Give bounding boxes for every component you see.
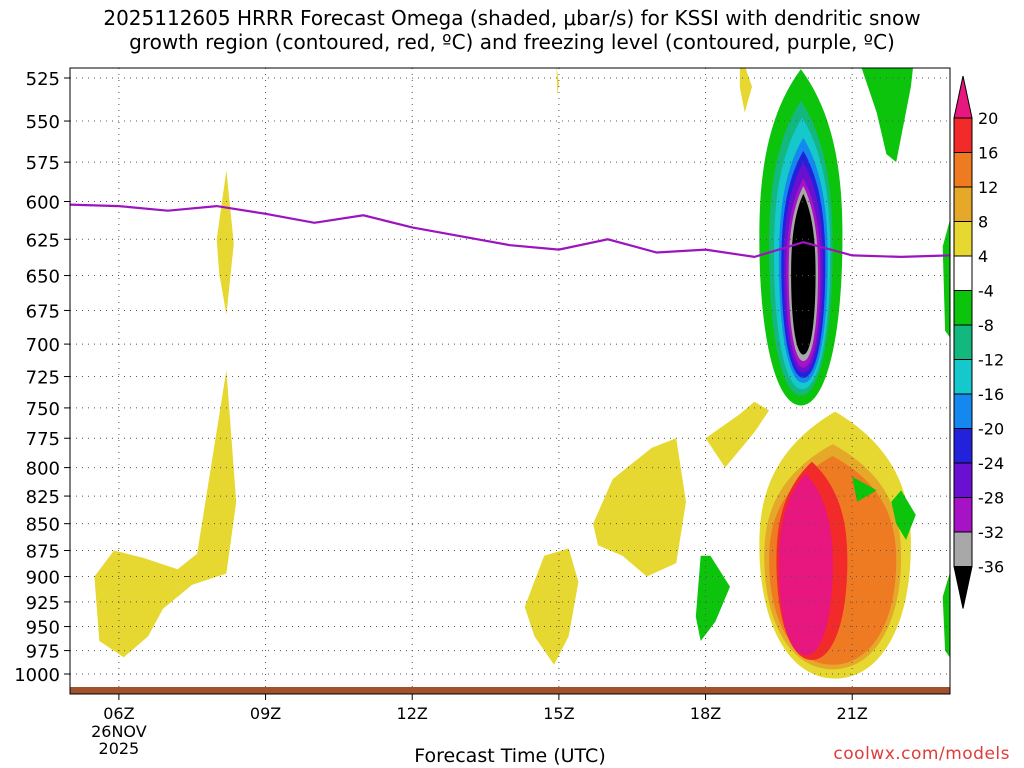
colorbar-label: -24	[978, 454, 1004, 473]
colorbar-swatch	[953, 359, 973, 395]
colorbar-label: 8	[978, 213, 988, 232]
colorbar-swatch	[953, 462, 973, 498]
colorbar-swatch	[953, 186, 973, 222]
upward-motion-core-level	[791, 193, 816, 355]
x-tick-year: 2025	[99, 739, 140, 758]
x-tick-date: 26NOV	[91, 722, 147, 741]
y-tick-label: 600	[26, 193, 60, 214]
colorbar-label: -28	[978, 489, 1004, 508]
omega-blob	[593, 438, 686, 577]
y-tick-label: 575	[26, 153, 60, 174]
y-tick-label: 1000	[14, 665, 60, 686]
omega-blob	[891, 490, 916, 540]
chart-title: 2025112605 HRRR Forecast Omega (shaded, …	[0, 6, 1024, 54]
colorbar-swatch	[953, 255, 973, 291]
y-tick-label: 675	[26, 301, 60, 322]
colorbar-swatch	[953, 290, 973, 326]
colorbar-label: 12	[978, 178, 998, 197]
downward-motion-core-level	[778, 473, 833, 656]
y-tick-label: 750	[26, 399, 60, 420]
omega-blob	[556, 68, 559, 96]
y-tick-label: 700	[26, 335, 60, 356]
y-tick-label: 800	[26, 459, 60, 480]
colorbar-label: -20	[978, 420, 1004, 439]
y-tick-label: 825	[26, 487, 60, 508]
colorbar-swatch	[953, 221, 973, 257]
omega-shading	[94, 68, 950, 679]
y-tick-label: 950	[26, 618, 60, 639]
colorbar-label: -36	[978, 558, 1004, 577]
ground-terrain-strip	[70, 687, 950, 694]
colorbar-label: -16	[978, 385, 1004, 404]
colorbar-label: 4	[978, 247, 988, 266]
y-tick-label: 875	[26, 541, 60, 562]
pressure-axis: 525 550 575 600 625 650 675 700 725 750 775 800 825 8…	[14, 69, 70, 686]
y-tick-label: 925	[26, 593, 60, 614]
omega-colorbar: 20 16 12 8 4 -4 -8 -12 -16 -20 -24 -28 -32 -36	[953, 75, 1004, 609]
x-tick-label: 12Z	[397, 704, 428, 723]
omega-blob	[860, 68, 913, 163]
y-tick-label: 550	[26, 112, 60, 133]
colorbar-swatch	[953, 117, 973, 153]
y-tick-label: 650	[26, 267, 60, 288]
freezing-level-line	[70, 203, 950, 259]
colorbar-label: -32	[978, 523, 1004, 542]
freezing-level-layer	[70, 203, 950, 259]
x-axis-label: Forecast Time (UTC)	[414, 745, 606, 767]
omega-blob	[524, 548, 579, 665]
y-tick-label: 975	[26, 642, 60, 663]
colorbar-swatch	[953, 428, 973, 464]
omega-blob	[705, 401, 770, 468]
omega-blob	[942, 572, 950, 658]
colorbar-label: -8	[978, 316, 994, 335]
omega-blob	[852, 476, 877, 502]
title-line-1: 2025112605 HRRR Forecast Omega (shaded, …	[103, 6, 921, 30]
x-tick-label: 21Z	[837, 704, 868, 723]
x-tick-label: 18Z	[690, 704, 721, 723]
colorbar-swatch	[953, 324, 973, 360]
source-credit[interactable]: coolwx.com/models	[833, 744, 1010, 764]
colorbar-swatch	[953, 393, 973, 429]
colorbar-label: -4	[978, 282, 994, 301]
y-tick-label: 625	[26, 230, 60, 251]
omega-blob	[216, 170, 234, 315]
colorbar-swatch	[953, 531, 973, 567]
colorbar-cap-bottom	[953, 566, 973, 609]
omega-blob	[695, 555, 730, 641]
y-tick-label: 725	[26, 368, 60, 389]
omega-blob	[739, 68, 752, 113]
y-tick-label: 900	[26, 568, 60, 589]
omega-blob	[942, 219, 950, 338]
colorbar-cap-top	[953, 75, 973, 119]
colorbar-label: 20	[978, 109, 998, 128]
colorbar-label: 16	[978, 144, 998, 163]
colorbar-label: -12	[978, 351, 1004, 370]
x-tick-label: 09Z	[250, 704, 281, 723]
x-tick-label: 15Z	[543, 704, 574, 723]
colorbar-swatch	[953, 497, 973, 533]
y-tick-label: 525	[26, 69, 60, 90]
grid-lines	[70, 68, 950, 688]
plot-frame	[69, 67, 951, 695]
omega-blob	[94, 370, 237, 658]
y-tick-label: 775	[26, 429, 60, 450]
colorbar-swatch	[953, 152, 973, 188]
y-tick-label: 850	[26, 515, 60, 536]
x-tick-label: 06Z	[103, 704, 134, 723]
title-line-2: growth region (contoured, red, ºC) and f…	[129, 30, 895, 54]
